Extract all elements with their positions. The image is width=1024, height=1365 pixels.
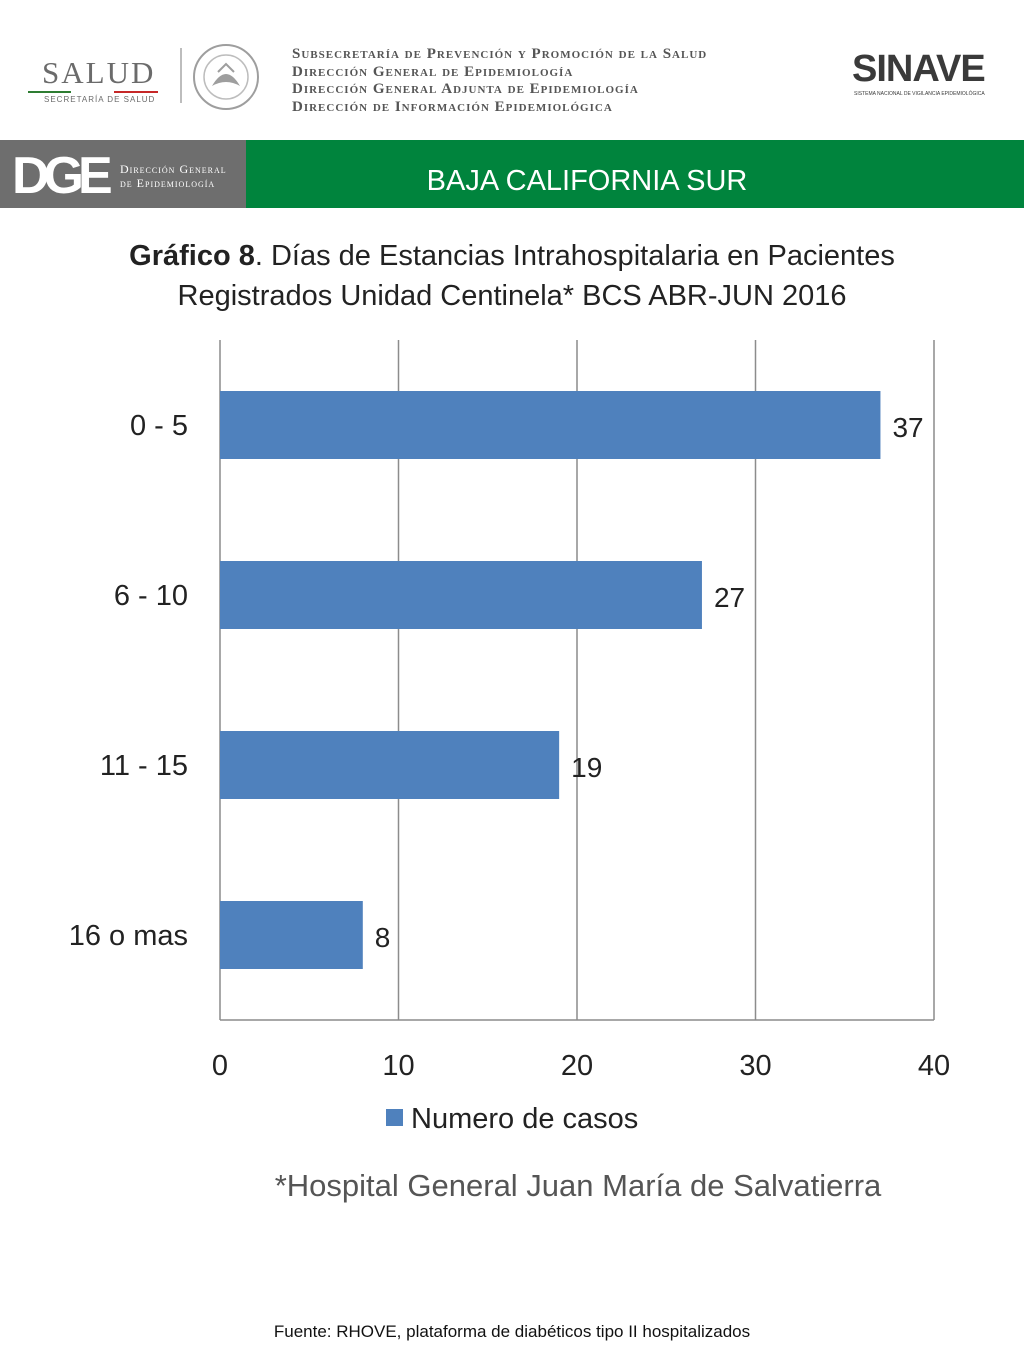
bar-3 bbox=[220, 901, 363, 969]
salud-logo-stripe bbox=[28, 91, 158, 93]
header-divider bbox=[180, 48, 182, 103]
data-label-2: 19 bbox=[571, 752, 602, 783]
x-tick-label-40: 40 bbox=[918, 1050, 950, 1082]
dge-logo-text-line2: de Epidemiología bbox=[120, 176, 216, 190]
data-label-1: 27 bbox=[714, 582, 745, 613]
dge-logo-letters: DGE bbox=[12, 147, 113, 205]
y-tick-label-2: 11 - 15 bbox=[100, 750, 188, 782]
legend-label: Numero de casos bbox=[411, 1103, 639, 1135]
region-title: BAJA CALIFORNIA SUR bbox=[426, 165, 748, 197]
agency-lines: Subsecretaría de Prevención y Promoción … bbox=[292, 46, 707, 116]
bar-1 bbox=[220, 561, 702, 629]
chart-title-line2: Registrados Unidad Centinela* BCS ABR-JU… bbox=[177, 280, 847, 312]
data-label-3: 8 bbox=[375, 922, 391, 953]
footnote: *Hospital General Juan María de Salvatie… bbox=[274, 1168, 882, 1203]
chart-title-bold: Gráfico 8 bbox=[129, 240, 255, 272]
y-tick-label-3: 16 o mas bbox=[69, 920, 188, 952]
sinave-logo-subtitle: SISTEMA NACIONAL DE VIGILANCIA EPIDEMIOL… bbox=[854, 91, 985, 97]
sinave-logo-word: SINAVE bbox=[852, 48, 986, 90]
agency-line-2: Dirección General de Epidemiología bbox=[292, 63, 574, 80]
y-tick-label-0: 0 - 5 bbox=[130, 410, 188, 442]
chart-legend: Numero de casos bbox=[386, 1103, 638, 1143]
salud-logo-word: SALUD bbox=[42, 55, 156, 90]
salud-logo: SALUD SECRETARÍA DE SALUD bbox=[28, 55, 168, 105]
dge-logo-text-line1: Dirección General bbox=[120, 162, 227, 176]
dge-logo-text: Dirección General de Epidemiología bbox=[120, 162, 227, 190]
dge-logo: DGE Dirección General de Epidemiología bbox=[0, 140, 246, 208]
sinave-logo: SINAVE SISTEMA NACIONAL DE VIGILANCIA EP… bbox=[852, 48, 992, 100]
agency-line-3: Dirección General Adjunta de Epidemiolog… bbox=[292, 81, 639, 97]
chart-title-line1: Gráfico 8. Días de Estancias Intrahospit… bbox=[60, 236, 964, 276]
national-seal-icon bbox=[193, 44, 259, 110]
agency-line-1: Subsecretaría de Prevención y Promoción … bbox=[292, 46, 708, 62]
agency-line-4: Dirección de Información Epidemiológica bbox=[292, 98, 613, 115]
data-label-0: 37 bbox=[892, 412, 923, 443]
legend-swatch bbox=[386, 1108, 403, 1126]
x-tick-label-20: 20 bbox=[561, 1050, 593, 1082]
chart-title: Gráfico 8. Días de Estancias Intrahospit… bbox=[60, 236, 964, 316]
header: SALUD SECRETARÍA DE SALUD Subsecretaría … bbox=[0, 0, 1024, 140]
bar-2 bbox=[220, 731, 560, 799]
bar-0 bbox=[220, 391, 881, 459]
x-tick-label-10: 10 bbox=[382, 1050, 414, 1082]
bar-chart: 0 10 20 30 40 37 0 - 5 27 6 - 10 19 11 - 15 8 16 o m… bbox=[69, 340, 950, 1082]
salud-logo-subtitle: SECRETARÍA DE SALUD bbox=[44, 95, 156, 104]
source-note: Fuente: RHOVE, plataforma de diabéticos … bbox=[273, 1322, 751, 1341]
chart-title-rest: . Días de Estancias Intrahospitalaria en… bbox=[254, 240, 895, 272]
x-tick-label-30: 30 bbox=[739, 1050, 771, 1082]
x-tick-label-0: 0 bbox=[212, 1050, 228, 1082]
y-tick-label-1: 6 - 10 bbox=[114, 580, 188, 612]
